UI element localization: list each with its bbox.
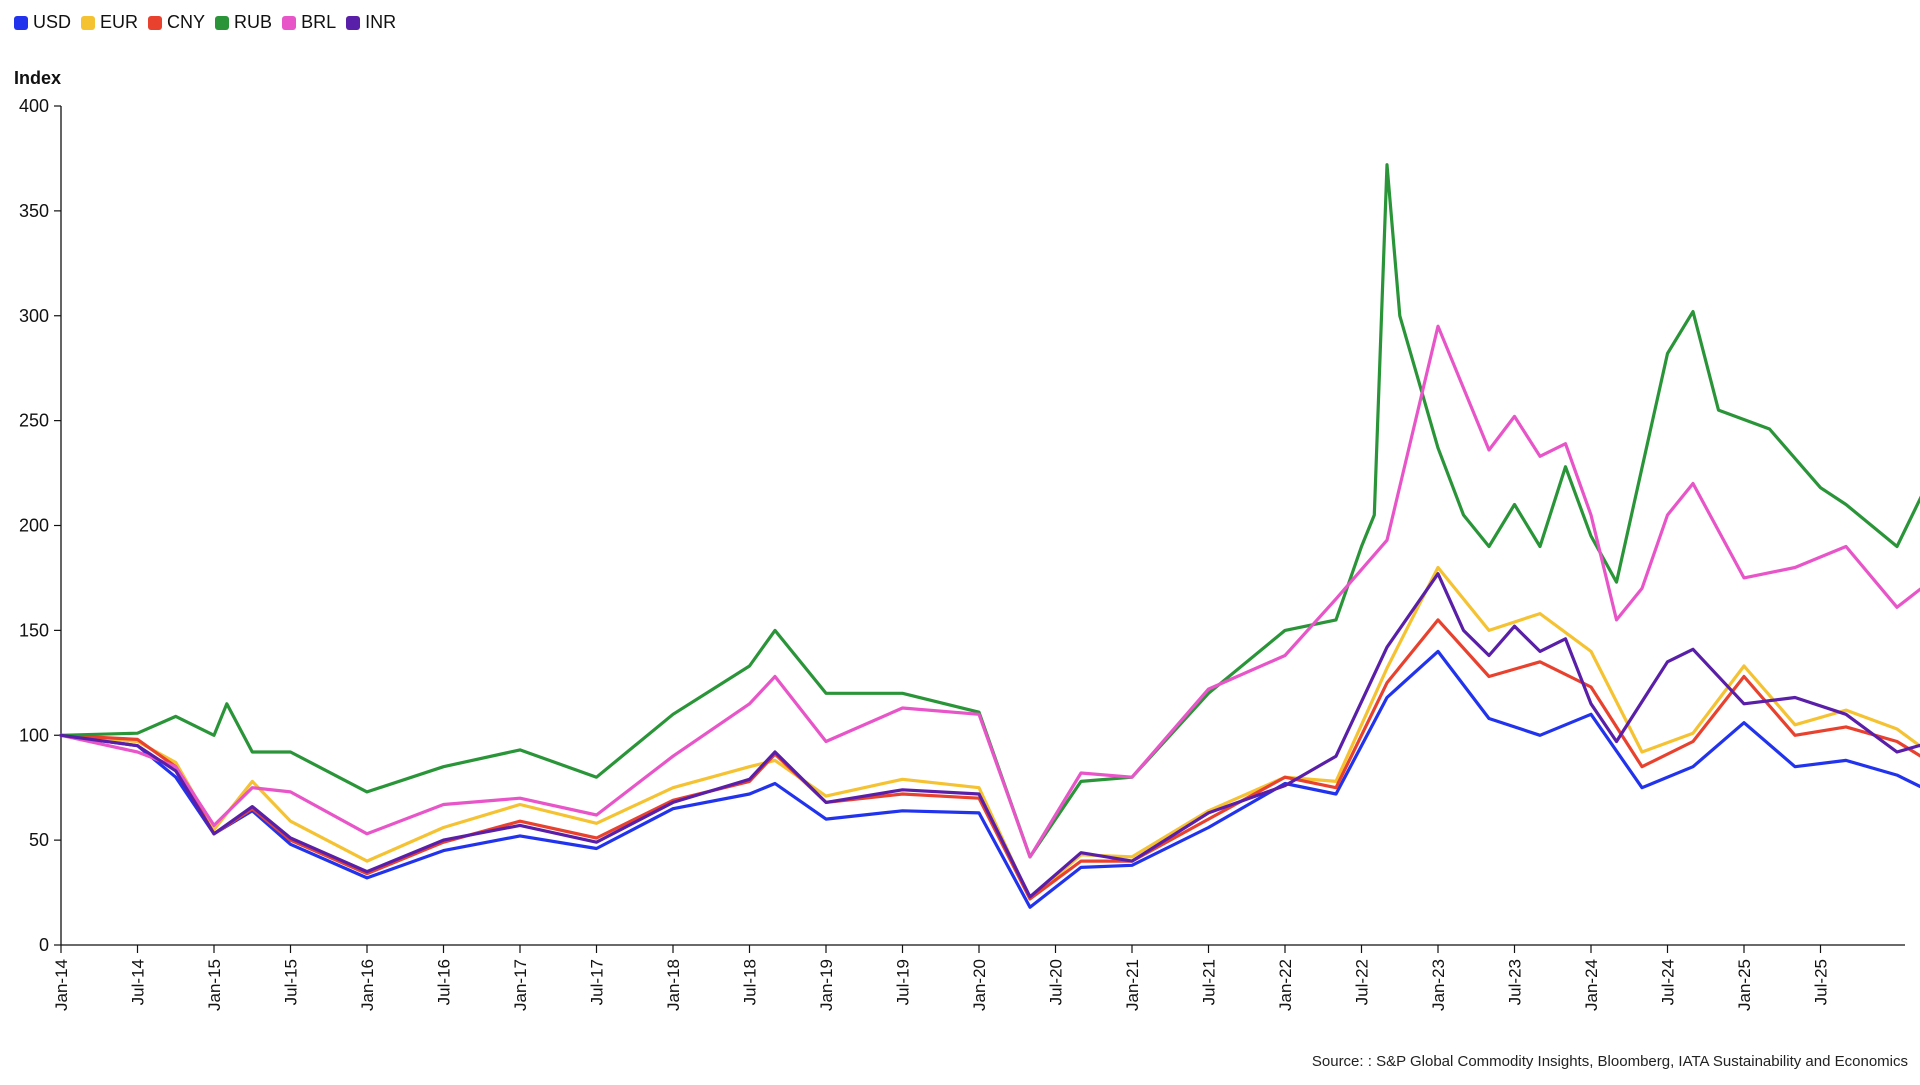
x-tick-label: Jul-22 [1353, 959, 1372, 1005]
source-note: Source: : S&P Global Commodity Insights,… [1311, 1053, 1908, 1070]
legend-swatch [282, 15, 297, 30]
x-tick-label: Jan-24 [1582, 959, 1601, 1011]
legend-label: BRL [301, 12, 337, 32]
x-tick-label: Jan-20 [970, 959, 989, 1011]
x-tick-label: Jul-23 [1506, 959, 1525, 1005]
legend-item-rub: RUB [215, 12, 272, 33]
y-tick-label: 350 [19, 201, 49, 221]
legend-label: EUR [100, 12, 139, 32]
y-tick-label: 200 [19, 516, 49, 536]
x-tick-label: Jan-15 [205, 959, 224, 1011]
x-tick-label: Jul-15 [282, 959, 301, 1005]
legend-swatch [148, 15, 163, 30]
x-tick-label: Jul-25 [1812, 959, 1831, 1005]
legend-item-eur: EUR [81, 12, 138, 33]
x-tick-label: Jul-20 [1047, 959, 1066, 1005]
x-tick-label: Jul-18 [741, 959, 760, 1005]
legend-label: USD [33, 12, 72, 32]
y-tick-label: 400 [19, 96, 49, 116]
x-tick-label: Jan-19 [817, 959, 836, 1011]
legend: USD EUR CNY RUB BRL INR [14, 12, 396, 33]
x-tick-label: Jan-14 [52, 959, 71, 1011]
x-tick-label: Jan-16 [358, 959, 377, 1011]
legend-label: INR [365, 12, 397, 32]
y-tick-label: 0 [39, 935, 49, 955]
legend-label: RUB [234, 12, 273, 32]
x-tick-label: Jul-16 [435, 959, 454, 1005]
x-tick-label: Jan-21 [1123, 959, 1142, 1011]
legend-swatch [215, 15, 230, 30]
x-tick-label: Jan-17 [511, 959, 530, 1011]
x-tick-label: Jan-18 [664, 959, 683, 1011]
series-line-inr [59, 572, 1920, 899]
legend-item-cny: CNY [148, 12, 205, 33]
series-line-cny [59, 618, 1920, 901]
y-tick-label: 300 [19, 306, 49, 326]
x-tick-label: Jan-25 [1735, 959, 1754, 1011]
series-line-brl [59, 324, 1920, 859]
x-tick-label: Jan-22 [1276, 959, 1295, 1011]
series-line-eur [59, 565, 1920, 901]
y-axis-title: Index [14, 68, 62, 88]
series-line-usd [59, 649, 1920, 909]
y-tick-label: 250 [19, 411, 49, 431]
legend-item-inr: INR [346, 12, 396, 33]
x-tick-label: Jul-19 [894, 959, 913, 1005]
legend-swatch [14, 15, 28, 30]
legend-swatch [81, 15, 96, 30]
legend-swatch [346, 15, 361, 30]
x-tick-label: Jul-17 [588, 959, 607, 1005]
y-tick-label: 100 [19, 725, 49, 745]
x-tick-label: Jul-21 [1200, 959, 1219, 1005]
x-tick-label: Jul-24 [1659, 959, 1678, 1005]
x-tick-label: Jan-23 [1429, 959, 1448, 1011]
series-line-rub [59, 163, 1920, 859]
y-tick-label: 150 [19, 620, 49, 640]
legend-label: CNY [167, 12, 206, 32]
x-tick-label: Jul-14 [129, 959, 148, 1005]
legend-item-brl: BRL [282, 12, 336, 33]
legend-item-usd: USD [14, 12, 71, 33]
y-tick-label: 50 [29, 830, 49, 850]
